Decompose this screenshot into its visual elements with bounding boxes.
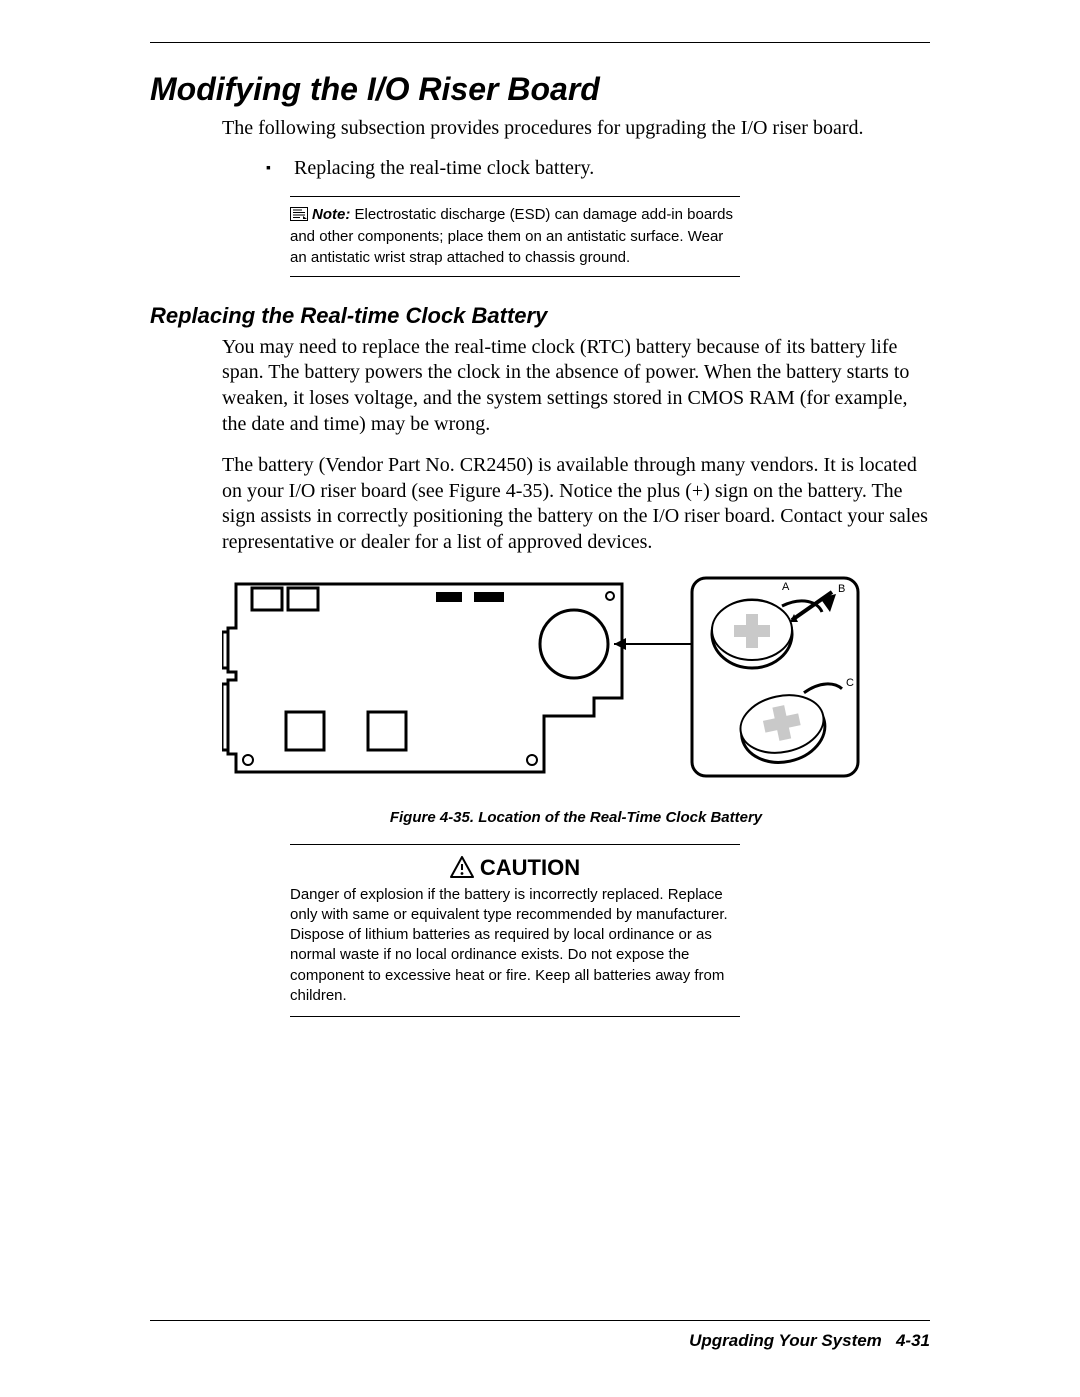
- figure-label-b: B: [838, 583, 845, 595]
- caution-box: CAUTION Danger of explosion if the batte…: [290, 844, 740, 1018]
- caution-label: CAUTION: [480, 855, 580, 880]
- body-paragraph-2: The battery (Vendor Part No. CR2450) is …: [222, 453, 930, 555]
- footer-rule: [150, 1320, 930, 1321]
- page-title: Modifying the I/O Riser Board: [150, 71, 930, 108]
- figure-label-a: A: [782, 581, 790, 593]
- note-text: Electrostatic discharge (ESD) can damage…: [290, 206, 733, 266]
- footer-page-number: 4-31: [896, 1331, 930, 1350]
- body-paragraph-1: You may need to replace the real-time cl…: [222, 335, 930, 437]
- intro-paragraph: The following subsection provides proced…: [222, 116, 930, 141]
- bullet-list: Replacing the real-time clock battery.: [266, 155, 930, 182]
- section-heading: Replacing the Real-time Clock Battery: [150, 303, 930, 329]
- caution-header: CAUTION: [290, 855, 740, 881]
- warning-icon: [450, 856, 474, 878]
- figure-label-c: C: [846, 677, 854, 689]
- footer-chapter: Upgrading Your System: [689, 1331, 882, 1350]
- bullet-item: Replacing the real-time clock battery.: [266, 155, 930, 182]
- top-rule: [150, 42, 930, 43]
- note-box: Note: Electrostatic discharge (ESD) can …: [290, 196, 740, 277]
- note-label: Note:: [312, 206, 350, 223]
- note-icon: [290, 207, 308, 227]
- page-footer: Upgrading Your System 4-31: [150, 1320, 930, 1351]
- figure: A B C: [222, 572, 862, 787]
- figure-caption: Figure 4-35. Location of the Real-Time C…: [222, 809, 930, 826]
- caution-text: Danger of explosion if the battery is in…: [290, 885, 740, 1007]
- page: Modifying the I/O Riser Board The follow…: [0, 0, 1080, 1397]
- figure-svg: A B C: [222, 572, 862, 782]
